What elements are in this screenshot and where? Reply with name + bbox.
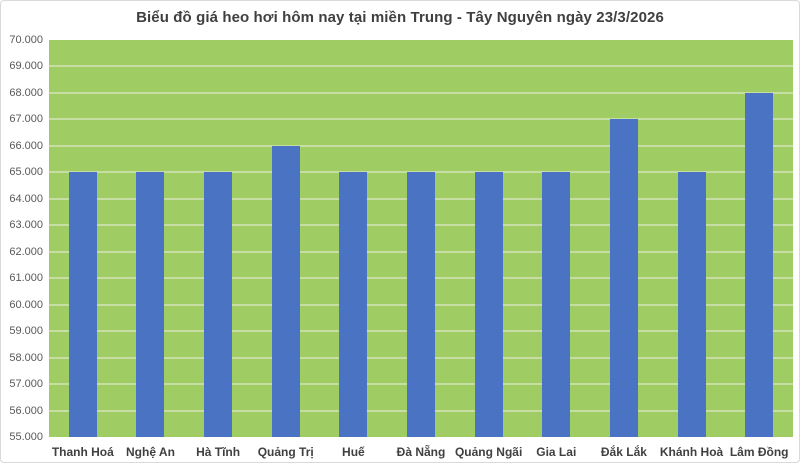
x-tick-label: Thanh Hoá <box>51 445 114 459</box>
bar <box>136 172 165 437</box>
y-tick-label: 64.000 <box>9 192 43 205</box>
x-tick-label: Hà Tĩnh <box>196 445 241 459</box>
gridline <box>49 91 793 94</box>
gridline <box>49 118 793 121</box>
bar <box>542 172 571 437</box>
y-tick-label: 65.000 <box>9 166 43 179</box>
bar <box>339 172 368 437</box>
x-tick-label: Đà Nẵng <box>396 445 446 459</box>
y-tick-label: 59.000 <box>9 325 43 338</box>
x-tick-label: Nghệ An <box>126 445 175 459</box>
gridline <box>49 144 793 147</box>
bar <box>271 145 300 437</box>
y-axis: 55.000 56.000 57.000 58.000 59.000 60.000 61.0… <box>1 1 45 462</box>
x-tick-label: Quảng Trị <box>257 445 314 459</box>
y-tick-label: 63.000 <box>9 219 43 232</box>
bar-series <box>49 40 793 437</box>
x-tick-label: Quảng Ngãi <box>454 445 523 459</box>
y-tick-label: 61.000 <box>9 272 43 285</box>
y-tick-label: 66.000 <box>9 139 43 152</box>
y-tick-label: 62.000 <box>9 245 43 258</box>
x-tick-label: Đắk Lắk <box>600 445 647 459</box>
y-tick-label: 56.000 <box>9 404 43 417</box>
plot-area <box>49 40 793 437</box>
y-tick-label: 69.000 <box>9 60 43 73</box>
gridline <box>49 65 793 68</box>
x-tick-label: Lâm Đồng <box>729 445 789 459</box>
y-tick-label: 55.000 <box>9 431 43 443</box>
y-tick-label: 57.000 <box>9 378 43 391</box>
chart-title: Biểu đồ giá heo hơi hôm nay tại miền Tru… <box>136 9 664 26</box>
y-tick-label: 67.000 <box>9 113 43 126</box>
y-tick-label: 58.000 <box>9 351 43 364</box>
bar <box>204 172 233 437</box>
bar <box>407 172 435 437</box>
x-tick-label: Khánh Hoà <box>659 445 724 459</box>
x-axis: Thanh Hoá Nghệ An Hà Tĩnh Quảng Trị Huế Đà Nẵ… <box>49 443 793 461</box>
bar <box>474 172 503 437</box>
x-tick-label: Huế <box>342 445 365 459</box>
x-tick-label: Gia Lai <box>536 445 577 459</box>
y-tick-label: 70.000 <box>9 34 43 46</box>
bar <box>609 119 638 437</box>
y-tick-label: 60.000 <box>9 298 43 311</box>
bar <box>68 172 97 437</box>
bar <box>745 92 774 437</box>
bar <box>677 172 706 437</box>
y-tick-label: 68.000 <box>9 86 43 99</box>
